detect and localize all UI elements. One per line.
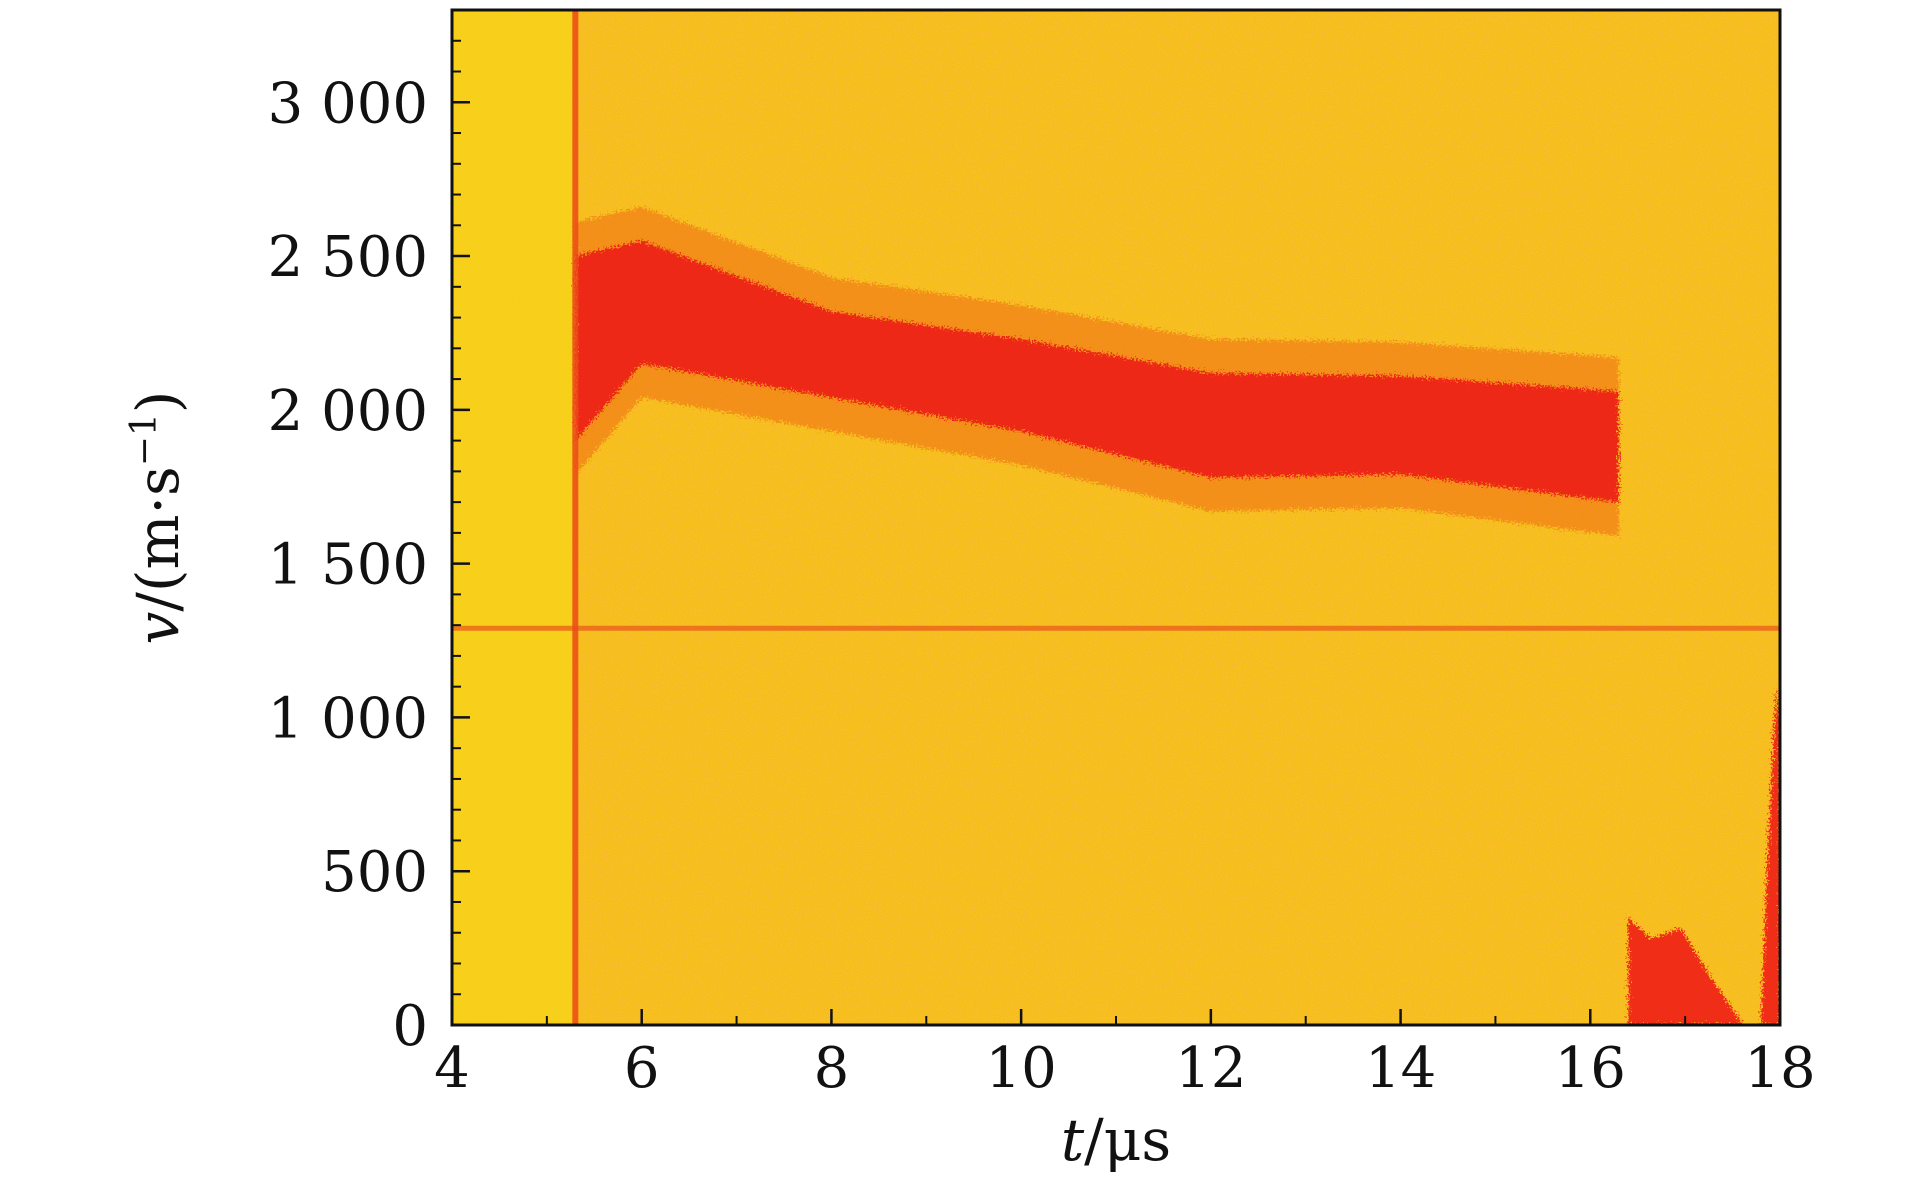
y-tick-label: 0 bbox=[392, 994, 428, 1059]
y-tick-label: 2 000 bbox=[268, 379, 428, 444]
x-axis-label-unit: /μs bbox=[1084, 1106, 1171, 1174]
y-axis-label-tail: ) bbox=[124, 391, 192, 414]
pre-onset-region bbox=[452, 10, 576, 1025]
x-tick-label: 18 bbox=[1744, 1036, 1815, 1101]
y-tick-label: 3 000 bbox=[268, 71, 428, 136]
x-tick-label: 12 bbox=[1175, 1036, 1246, 1101]
y-tick-label: 2 500 bbox=[268, 225, 428, 290]
plot-area bbox=[452, 10, 1780, 1025]
y-axis-ticks: 0 500 1 000 1 500 2 000 2 500 3 000 bbox=[268, 9, 470, 1059]
y-tick-label: 1 000 bbox=[268, 686, 428, 751]
x-axis-label-var: t bbox=[1061, 1106, 1085, 1174]
x-tick-label: 6 bbox=[624, 1036, 660, 1101]
signal-band-group bbox=[575, 206, 1780, 1025]
y-axis-label-sup: −1 bbox=[124, 413, 165, 466]
y-axis-label: v/(m·s−1) bbox=[124, 391, 192, 645]
late-feature-right-edge bbox=[1761, 686, 1780, 1025]
x-axis-label: t/μs bbox=[1061, 1106, 1171, 1174]
y-tick-label: 500 bbox=[321, 840, 428, 905]
y-axis-label-unit: /(m·s bbox=[124, 466, 192, 611]
signal-band bbox=[575, 240, 1619, 503]
y-axis-label-var: v bbox=[124, 611, 192, 644]
x-tick-label: 10 bbox=[986, 1036, 1057, 1101]
x-tick-label: 4 bbox=[434, 1036, 470, 1101]
late-feature-low-velocity bbox=[1628, 917, 1744, 1025]
y-tick-label: 1 500 bbox=[268, 533, 428, 598]
x-axis-ticks: 4 6 8 10 12 14 16 18 bbox=[434, 1009, 1816, 1101]
x-tick-label: 14 bbox=[1365, 1036, 1436, 1101]
x-tick-label: 8 bbox=[814, 1036, 850, 1101]
x-tick-label: 16 bbox=[1555, 1036, 1626, 1101]
